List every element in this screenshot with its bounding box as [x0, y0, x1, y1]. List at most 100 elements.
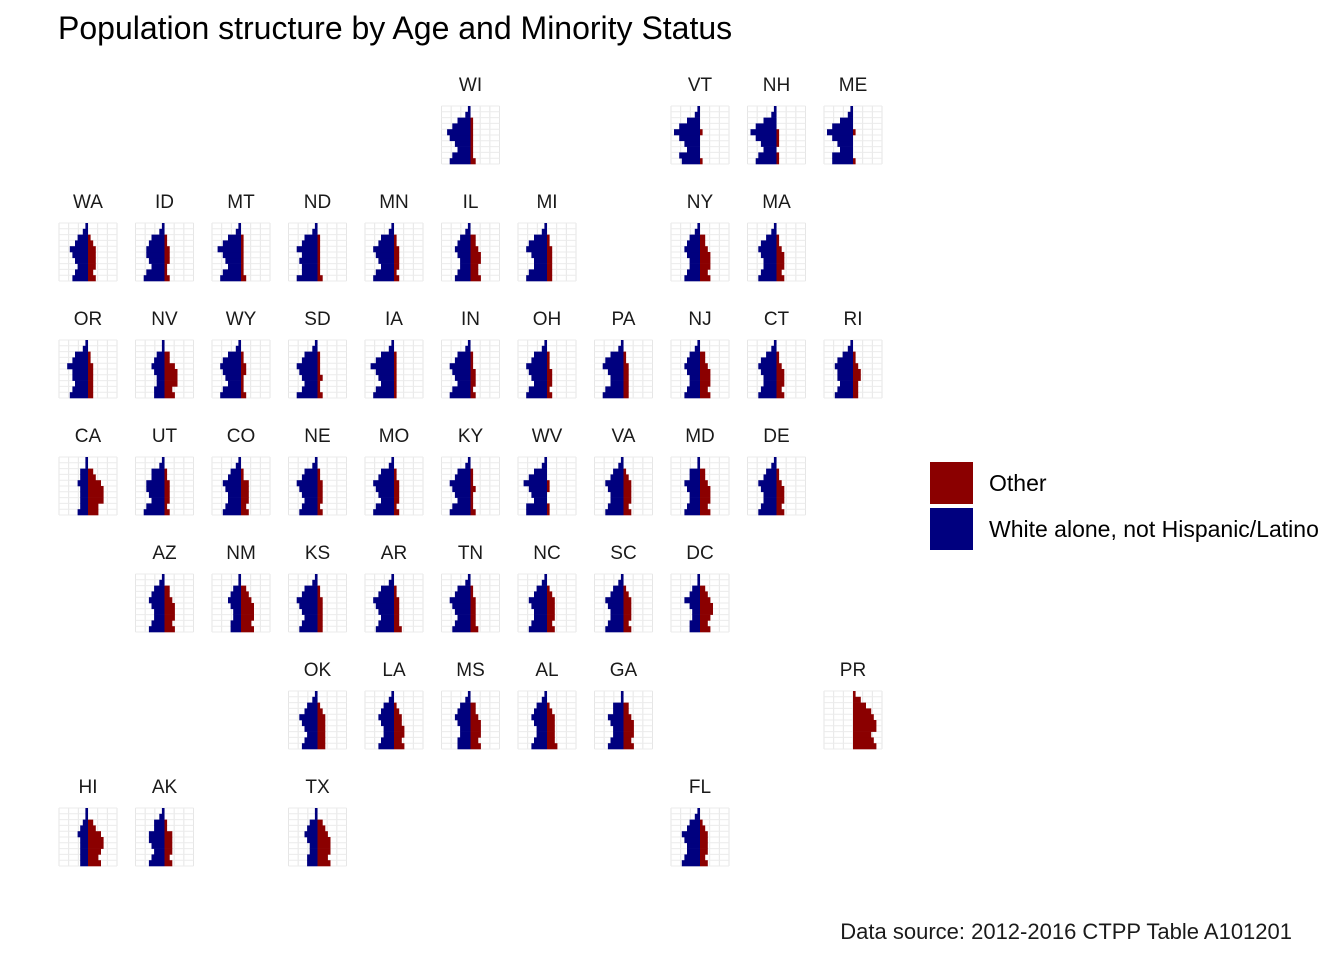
bar-white	[391, 340, 394, 347]
tile-label: VT	[688, 75, 713, 96]
bar-other	[623, 597, 632, 604]
bar-other	[164, 585, 170, 592]
bar-white	[381, 585, 394, 592]
bar-white	[80, 486, 88, 493]
bar-white	[679, 152, 700, 159]
bar-white	[681, 860, 700, 867]
bar-white	[228, 234, 241, 241]
bar-white	[534, 720, 547, 727]
legend-swatch-white	[930, 508, 973, 550]
bar-other	[853, 702, 866, 709]
bar-white	[154, 585, 165, 592]
bar-white	[684, 480, 700, 487]
tile-pr: PR	[823, 660, 883, 750]
bar-white	[689, 620, 700, 627]
bar-other	[317, 474, 321, 481]
bar-white	[687, 386, 700, 393]
bar-white	[77, 831, 88, 838]
bar-other	[241, 357, 244, 364]
bar-white	[449, 392, 471, 399]
bar-other	[394, 363, 397, 370]
bar-other	[317, 819, 323, 826]
tile-label: DC	[686, 543, 713, 564]
bar-white	[230, 591, 241, 598]
bar-white	[82, 345, 88, 352]
bar-other	[317, 509, 323, 516]
bar-other	[164, 597, 173, 604]
bar-other	[623, 585, 627, 592]
bar-white	[758, 363, 777, 370]
tile-label: GA	[610, 660, 638, 681]
tile-label: AZ	[152, 543, 177, 564]
bar-other	[394, 731, 405, 738]
bar-other	[776, 263, 785, 270]
bar-white	[301, 620, 318, 627]
bar-other	[394, 597, 400, 604]
bar-white	[534, 257, 547, 264]
bar-other	[88, 497, 104, 504]
bar-other	[164, 369, 178, 376]
bar-white	[613, 702, 624, 709]
bar-white	[381, 614, 394, 621]
bar-white	[689, 603, 700, 610]
tile-nc: NC	[517, 543, 577, 633]
bar-white	[602, 363, 624, 370]
bar-other	[470, 369, 476, 376]
tile-ca: CA	[58, 426, 118, 516]
bar-white	[687, 357, 700, 364]
bar-white	[687, 252, 700, 259]
bar-white	[148, 831, 165, 838]
bar-white	[154, 357, 165, 364]
bar-other	[241, 608, 254, 615]
bar-white	[766, 234, 777, 241]
bar-white	[373, 480, 394, 487]
bar-white	[763, 497, 777, 504]
bar-other	[776, 474, 780, 481]
bar-other	[241, 503, 247, 510]
bar-white	[758, 392, 777, 399]
bar-other	[394, 263, 400, 270]
legend-label-other: Other	[989, 470, 1047, 496]
bar-other	[317, 837, 331, 844]
bar-other	[164, 626, 175, 633]
bar-white	[151, 263, 165, 270]
bar-white	[526, 509, 547, 516]
bar-other	[88, 819, 94, 826]
bar-other	[88, 380, 94, 387]
bar-other	[470, 380, 476, 387]
bar-other	[776, 257, 785, 264]
bar-white	[383, 702, 394, 709]
bar-white	[161, 457, 165, 464]
bar-other	[241, 275, 247, 282]
tile-il: IL	[441, 192, 500, 282]
tile-label: NC	[533, 543, 560, 564]
bar-other	[394, 720, 402, 727]
bar-white	[301, 263, 318, 270]
bar-white	[610, 614, 624, 621]
bar-other	[241, 509, 249, 516]
bar-other	[317, 860, 331, 867]
bar-white	[531, 714, 547, 721]
bar-white	[80, 474, 88, 481]
bar-other	[317, 275, 323, 282]
bar-other	[164, 269, 168, 276]
bar-white	[842, 351, 853, 358]
bar-white	[457, 585, 471, 592]
bar-white	[146, 486, 165, 493]
bar-other	[88, 491, 104, 498]
bar-other	[88, 269, 94, 276]
bar-white	[388, 228, 394, 235]
bar-other	[241, 269, 244, 276]
bar-white	[613, 585, 624, 592]
bar-white	[452, 626, 471, 633]
bar-white	[467, 691, 471, 698]
bar-other	[164, 831, 173, 838]
bar-other	[547, 363, 550, 370]
bar-other	[623, 486, 632, 493]
tile-label: OH	[533, 309, 562, 330]
bar-white	[460, 725, 471, 732]
bar-other	[317, 620, 323, 627]
bar-white	[454, 275, 471, 282]
bar-other	[776, 380, 785, 387]
bar-white	[773, 457, 777, 464]
